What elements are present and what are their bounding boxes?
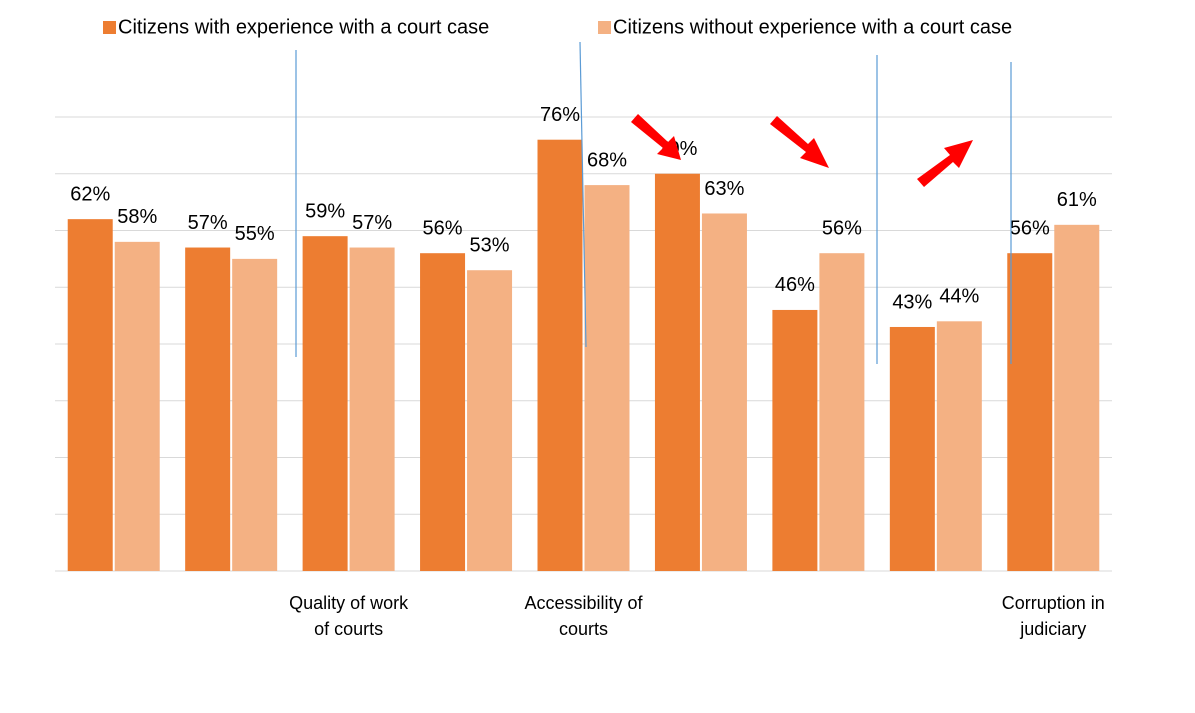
data-label: 43%	[892, 291, 932, 313]
bar	[772, 309, 818, 571]
bar	[349, 247, 395, 571]
data-label: 44%	[939, 286, 979, 308]
bar	[114, 241, 160, 571]
bar	[232, 258, 278, 571]
bar	[889, 326, 935, 571]
data-label: 58%	[117, 206, 157, 228]
data-label: 59%	[305, 200, 345, 222]
annotation-arrow	[631, 114, 681, 160]
legend-swatch	[103, 21, 116, 34]
bar	[1007, 253, 1053, 571]
data-label: 57%	[188, 212, 228, 234]
data-label: 55%	[235, 223, 275, 245]
data-label: 68%	[587, 149, 627, 171]
annotations	[295, 41, 1012, 364]
bar	[654, 173, 700, 571]
bar	[936, 321, 982, 571]
data-label: 56%	[1010, 217, 1050, 239]
annotation-line	[579, 41, 587, 348]
legend-label: Citizens with experience with a court ca…	[118, 16, 489, 38]
data-label: 61%	[1057, 189, 1097, 211]
x-tick-label: Corruption in judiciary	[1002, 593, 1105, 639]
data-label: 57%	[352, 212, 392, 234]
data-label: 53%	[470, 235, 510, 257]
x-tick-label: Accessibility of courts	[524, 593, 643, 639]
bar	[467, 270, 513, 571]
bar	[67, 219, 113, 571]
bar	[537, 139, 583, 571]
data-label: 63%	[704, 178, 744, 200]
bar	[584, 185, 630, 571]
legend-swatch	[598, 21, 611, 34]
bar	[701, 213, 747, 571]
annotation-arrow	[770, 116, 829, 168]
data-label: 62%	[70, 183, 110, 205]
data-label: 76%	[540, 104, 580, 126]
x-tick-label: Quality of work of courts	[289, 593, 409, 639]
legend-label: Citizens without experience with a court…	[613, 16, 1012, 38]
data-label: 56%	[423, 217, 463, 239]
bar	[302, 236, 348, 572]
data-label: 46%	[775, 274, 815, 296]
data-label: 56%	[822, 217, 862, 239]
bar	[819, 253, 865, 571]
bar	[420, 253, 466, 571]
bar	[185, 247, 231, 571]
annotation-arrow	[917, 140, 973, 187]
bar	[1054, 224, 1100, 571]
